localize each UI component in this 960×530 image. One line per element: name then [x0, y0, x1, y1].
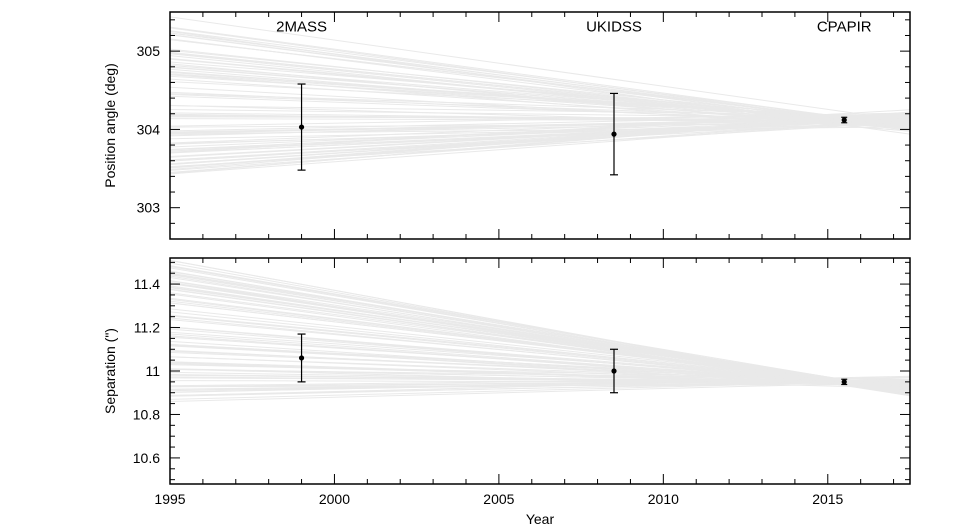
astrometry-plot: 303 304 305 Position angle (deg) 2MASS UKIDSS… [0, 0, 960, 530]
y-tick-label: 305 [137, 43, 161, 59]
x-tick-label: 2015 [812, 491, 843, 507]
epoch-label: CPAPIR [817, 19, 872, 36]
x-tick-label: 2005 [483, 491, 514, 507]
y-tick-label: 10.8 [133, 406, 160, 422]
y-tick-label: 11.4 [134, 276, 160, 292]
data-point [842, 117, 847, 122]
data-point [611, 132, 616, 137]
x-tick-label: 2010 [648, 491, 679, 507]
y-tick-label: 303 [137, 200, 161, 216]
data-point [611, 368, 616, 373]
epoch-label: UKIDSS [586, 19, 642, 36]
y-tick-label: 11.2 [134, 320, 160, 336]
y-tick-label: 10.6 [133, 450, 160, 466]
y-tick-label: 11 [145, 363, 160, 379]
y-axis-label: Separation (") [102, 328, 118, 414]
y-axis-label: Position angle (deg) [102, 63, 118, 188]
epoch-label: 2MASS [276, 19, 327, 36]
data-point [299, 124, 304, 129]
chart-svg: 303 304 305 Position angle (deg) 2MASS UKIDSS… [0, 0, 960, 530]
y-tick-label: 304 [137, 121, 161, 137]
data-point [842, 379, 847, 384]
x-tick-label: 1995 [154, 491, 185, 507]
data-point [299, 355, 304, 360]
x-axis-label: Year [526, 511, 555, 527]
x-tick-label: 2000 [319, 491, 350, 507]
